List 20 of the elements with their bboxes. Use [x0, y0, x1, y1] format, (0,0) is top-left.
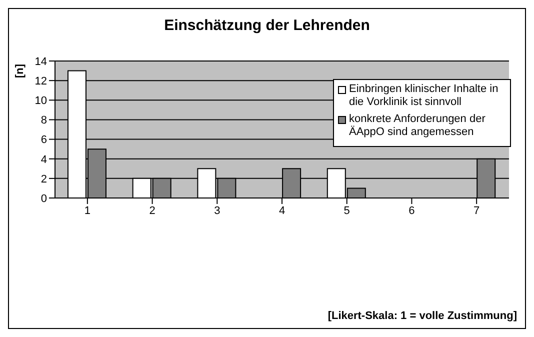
x-tick-label: 1 — [84, 204, 90, 217]
x-tick-label: 6 — [408, 204, 415, 217]
y-tick-label: 8 — [40, 114, 47, 127]
x-tick-label: 3 — [214, 204, 220, 217]
x-tick-label: 5 — [344, 204, 350, 217]
y-tick-label: 14 — [34, 56, 47, 68]
x-tick-label: 4 — [278, 204, 286, 217]
y-tick-label: 2 — [40, 173, 47, 186]
legend-label: Einbringen klinischer Inhalte in die Vorklinik ist sinnvoll — [349, 83, 500, 109]
y-tick-label: 10 — [34, 95, 47, 108]
text: [Likert-Skala: 1 = volle Zustimmung] — [328, 310, 517, 322]
y-tick-label: 0 — [40, 192, 47, 205]
legend-label: konkrete Anforderungen der ÄAppO sind angemessen — [349, 113, 486, 139]
y-tick-label: 4 — [40, 154, 47, 166]
x-tick-label: 7 — [474, 204, 480, 217]
y-axis-title: [n] — [14, 64, 26, 78]
x-tick-label: 2 — [149, 204, 156, 217]
chart-title: Einschätzung der Lehrenden — [163, 17, 371, 34]
y-tick-label: 6 — [40, 134, 47, 146]
y-tick-label: 12 — [34, 75, 47, 88]
